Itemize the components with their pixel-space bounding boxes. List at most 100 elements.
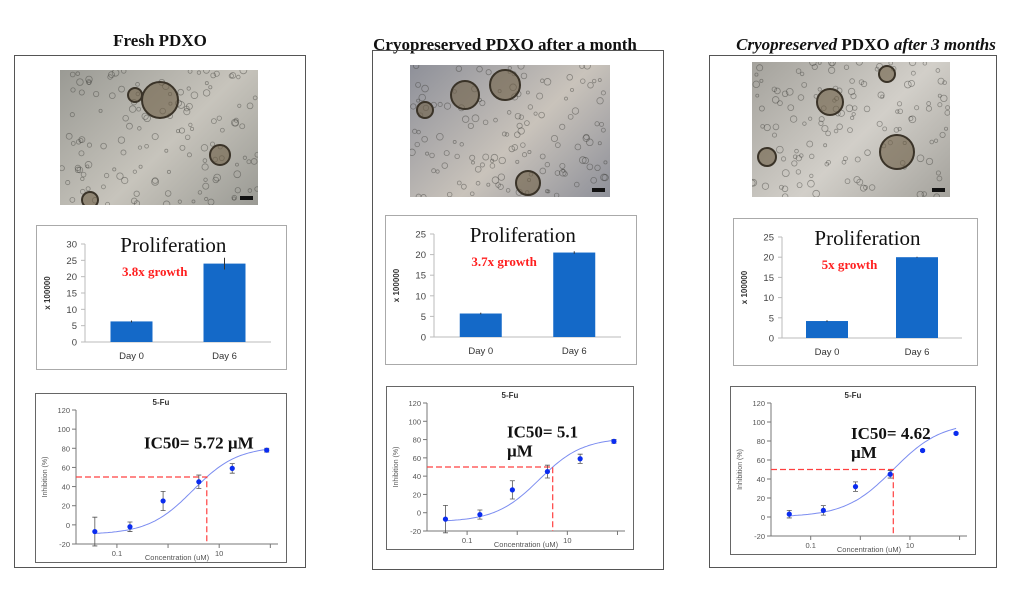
cell — [246, 102, 254, 110]
data-point — [852, 484, 859, 490]
cell — [202, 182, 210, 190]
bar — [110, 321, 153, 342]
cell — [544, 161, 551, 168]
cell — [545, 189, 550, 194]
cell — [183, 105, 190, 112]
y-tick-label: 0 — [761, 513, 765, 522]
cell — [204, 81, 209, 86]
cell — [539, 153, 546, 160]
cell — [210, 118, 217, 124]
cell — [117, 136, 126, 144]
panel-three-months — [709, 55, 997, 568]
cell — [239, 70, 248, 75]
scale-bar — [592, 188, 605, 192]
chart-svg: 0 5 10 15 20 25 x 100000 Day 0 Day 6 Proliferatio… — [392, 223, 621, 357]
cell — [475, 180, 481, 186]
cell — [853, 176, 861, 184]
chart-svg — [410, 65, 609, 197]
cell — [940, 94, 948, 103]
y-tick-label: 0 — [421, 333, 426, 344]
cell — [583, 65, 591, 70]
cell — [772, 123, 780, 131]
organoid — [450, 80, 480, 110]
cell — [65, 180, 71, 186]
cell — [864, 149, 871, 156]
cell — [228, 73, 234, 79]
y-tick-label: -20 — [410, 527, 421, 536]
cell — [420, 194, 427, 197]
data-point — [477, 511, 483, 518]
cell — [787, 104, 795, 111]
cell — [216, 115, 222, 121]
cell — [69, 112, 75, 118]
cell — [574, 181, 580, 188]
cell — [236, 74, 241, 80]
title-part: Cryopreserved PDXO after a month — [373, 35, 637, 54]
cell — [590, 177, 598, 184]
x-tick-label: 0.1 — [112, 549, 122, 558]
cell — [471, 114, 480, 123]
cell — [903, 80, 912, 89]
y-tick-label: 120 — [408, 399, 421, 408]
cell — [151, 133, 159, 141]
cell — [929, 139, 935, 145]
cell — [410, 103, 417, 110]
cell — [771, 132, 777, 138]
cell — [880, 94, 885, 99]
organoid — [127, 87, 143, 103]
y-tick-label: 40 — [757, 475, 765, 484]
scale-bar — [240, 196, 253, 200]
y-tick-label: 15 — [763, 273, 774, 284]
cell — [795, 155, 802, 162]
cell — [944, 109, 950, 116]
cell — [756, 64, 764, 72]
cell — [771, 86, 778, 92]
cell — [446, 191, 453, 197]
cell — [760, 124, 765, 129]
cell — [207, 198, 215, 205]
bar — [806, 321, 848, 338]
cell — [935, 68, 941, 73]
cell — [781, 185, 789, 193]
cell — [540, 78, 545, 84]
y-tick-label: 15 — [415, 271, 426, 282]
microscope-image — [752, 62, 950, 197]
cell — [799, 153, 804, 158]
cell — [774, 87, 781, 95]
cell — [580, 78, 586, 84]
chart-title: Proliferation — [120, 233, 227, 257]
ic50-chart: 5-Fu -20 0 20 40 60 80 100 120 0.1 10 Concentration… — [730, 386, 976, 555]
cell — [233, 117, 239, 123]
cell — [203, 177, 208, 182]
y-tick-label: -20 — [59, 540, 70, 549]
cell — [789, 115, 798, 123]
cell — [594, 164, 601, 172]
cell — [213, 70, 220, 77]
cell — [79, 188, 86, 195]
title-part: Fresh PDXO — [113, 31, 207, 50]
cell — [587, 82, 594, 89]
cell — [554, 142, 561, 148]
cell — [126, 122, 133, 130]
cell — [922, 62, 928, 66]
cell — [818, 116, 825, 123]
cell — [497, 183, 504, 190]
data-point — [887, 471, 893, 477]
x-tick-label: Day 0 — [815, 347, 840, 358]
chart-svg — [752, 62, 950, 197]
cell — [836, 123, 843, 130]
cell — [888, 62, 894, 66]
cell — [137, 126, 142, 131]
cell — [78, 138, 84, 143]
cell — [506, 110, 512, 115]
cell — [755, 93, 760, 98]
cell — [601, 174, 609, 182]
cell — [112, 167, 117, 172]
cell — [554, 170, 561, 176]
cell — [752, 178, 758, 187]
cell — [107, 74, 113, 80]
cell — [103, 172, 110, 179]
cell — [421, 84, 429, 93]
cell — [188, 122, 193, 127]
cell — [186, 152, 192, 158]
